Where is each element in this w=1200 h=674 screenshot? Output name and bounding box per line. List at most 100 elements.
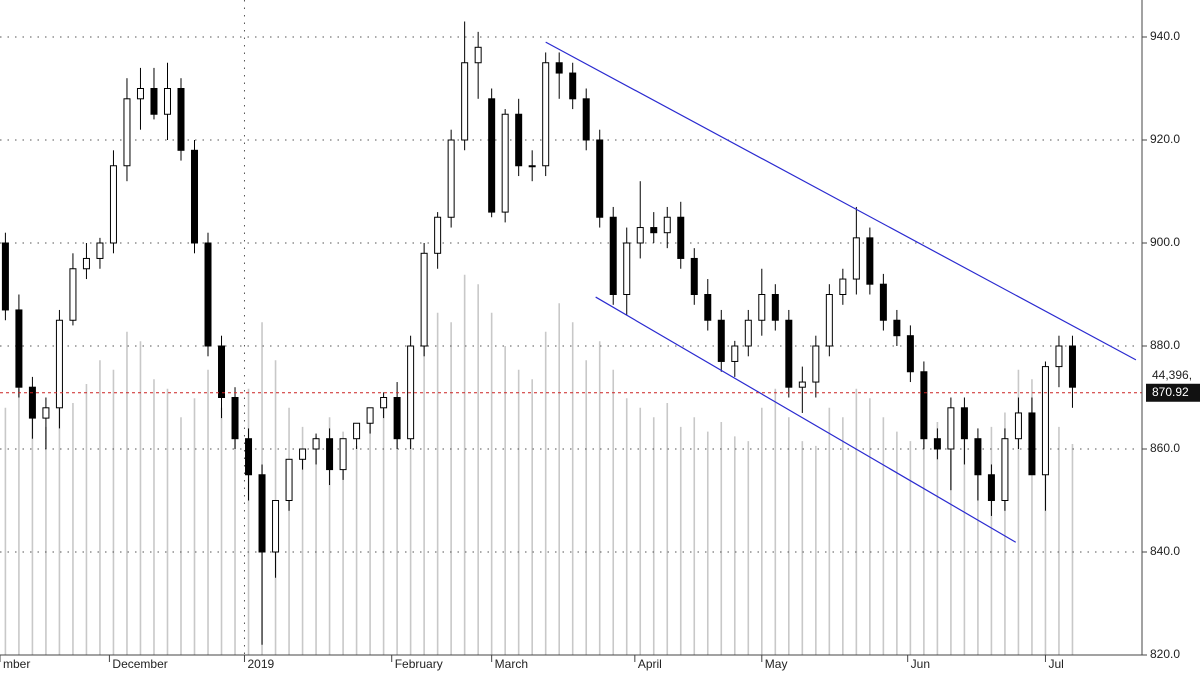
- candle-body: [285, 458, 293, 501]
- candle-body: [515, 113, 523, 167]
- x-tick-label: Jul: [1048, 657, 1063, 671]
- candle-body: [528, 165, 536, 168]
- candle-body: [744, 319, 752, 347]
- candle-body: [447, 139, 455, 218]
- candle-body: [1055, 345, 1063, 368]
- candle-body: [136, 88, 144, 100]
- candle-body: [42, 407, 50, 419]
- candle-body: [731, 345, 739, 362]
- candle-body: [960, 407, 968, 440]
- candle-body: [299, 448, 307, 460]
- candle-body: [434, 216, 442, 254]
- x-tick-label: March: [495, 657, 528, 671]
- candle-body: [704, 294, 712, 321]
- x-tick-label: 2019: [247, 657, 274, 671]
- candle-body: [1068, 345, 1076, 388]
- candle-body: [96, 242, 104, 259]
- y-tick-label: 900.0: [1150, 235, 1180, 249]
- candle-body: [987, 474, 995, 501]
- candle-body: [839, 278, 847, 295]
- candle-body: [177, 88, 185, 151]
- candle-body: [258, 474, 266, 553]
- candle-body: [326, 438, 334, 471]
- candle-body: [380, 397, 388, 409]
- y-tick-label: 820.0: [1150, 647, 1180, 661]
- candle-body: [906, 335, 914, 373]
- candle-body: [218, 345, 226, 398]
- candle-body: [771, 294, 779, 321]
- candle-body: [123, 98, 131, 167]
- candle-body: [1041, 366, 1049, 476]
- candle-body: [163, 88, 171, 115]
- candle-body: [758, 294, 766, 321]
- candle-body: [596, 139, 604, 218]
- candle-body: [650, 227, 658, 234]
- candle-body: [677, 216, 685, 259]
- candle-body: [501, 113, 509, 213]
- candle-body: [866, 237, 874, 285]
- candle-body: [717, 319, 725, 362]
- candle-body: [893, 319, 901, 337]
- candle-body: [1014, 412, 1022, 440]
- y-tick-label: 880.0: [1150, 338, 1180, 352]
- candle-body: [663, 216, 671, 234]
- x-tick-label: mber: [3, 657, 30, 671]
- last-price-box: [1146, 383, 1200, 402]
- candle-body: [879, 283, 887, 321]
- candle-body: [974, 438, 982, 476]
- trend-line: [545, 41, 1137, 361]
- x-tick-label: May: [765, 657, 788, 671]
- last-price-label: 870.92: [1152, 385, 1189, 399]
- y-tick-label: 840.0: [1150, 544, 1180, 558]
- y-tick-label: 940.0: [1150, 29, 1180, 43]
- candle-body: [852, 237, 860, 280]
- candle-body: [461, 62, 469, 141]
- x-tick-label: Jun: [911, 657, 930, 671]
- candle-body: [623, 242, 631, 295]
- y-tick-label: 860.0: [1150, 441, 1180, 455]
- candle-body: [339, 438, 347, 471]
- candle-body: [474, 46, 482, 64]
- candle-body: [204, 242, 212, 347]
- candle-body: [785, 319, 793, 388]
- candle-body: [245, 438, 253, 476]
- candle-body: [690, 257, 698, 296]
- x-tick-label: April: [638, 657, 662, 671]
- candle-body: [1, 242, 9, 311]
- candle-body: [15, 309, 23, 388]
- candle-body: [609, 216, 617, 295]
- candle-body: [798, 381, 806, 388]
- candle-body: [353, 422, 361, 440]
- y-tick-label: 920.0: [1150, 132, 1180, 146]
- candle-body: [69, 268, 77, 321]
- candle-body: [947, 407, 955, 450]
- candle-body: [28, 386, 36, 419]
- candle-body: [82, 257, 90, 270]
- candle-body: [1001, 438, 1009, 502]
- candle-body: [569, 72, 577, 100]
- candle-body: [582, 98, 590, 141]
- candle-body: [555, 62, 563, 74]
- candle-body: [812, 345, 820, 383]
- trend-line: [595, 296, 1017, 543]
- candle-body: [150, 88, 158, 115]
- candle-body: [920, 371, 928, 440]
- candle-body: [272, 500, 280, 553]
- candle-body: [109, 165, 117, 244]
- candle-body: [366, 407, 374, 424]
- candle-body: [488, 98, 496, 213]
- candle-body: [933, 438, 941, 450]
- volume-layer: [4, 274, 1074, 655]
- candle-body: [825, 294, 833, 347]
- volume-label: 44,396,: [1152, 368, 1192, 382]
- candle-body: [55, 319, 63, 409]
- candle-body: [420, 252, 428, 347]
- x-tick-label: December: [112, 657, 167, 671]
- candle-body: [1028, 412, 1036, 476]
- candle-body: [191, 149, 199, 244]
- candle-body: [393, 397, 401, 440]
- candle-body: [231, 397, 239, 440]
- candle-body: [312, 438, 320, 450]
- price-layer: [0, 21, 1142, 645]
